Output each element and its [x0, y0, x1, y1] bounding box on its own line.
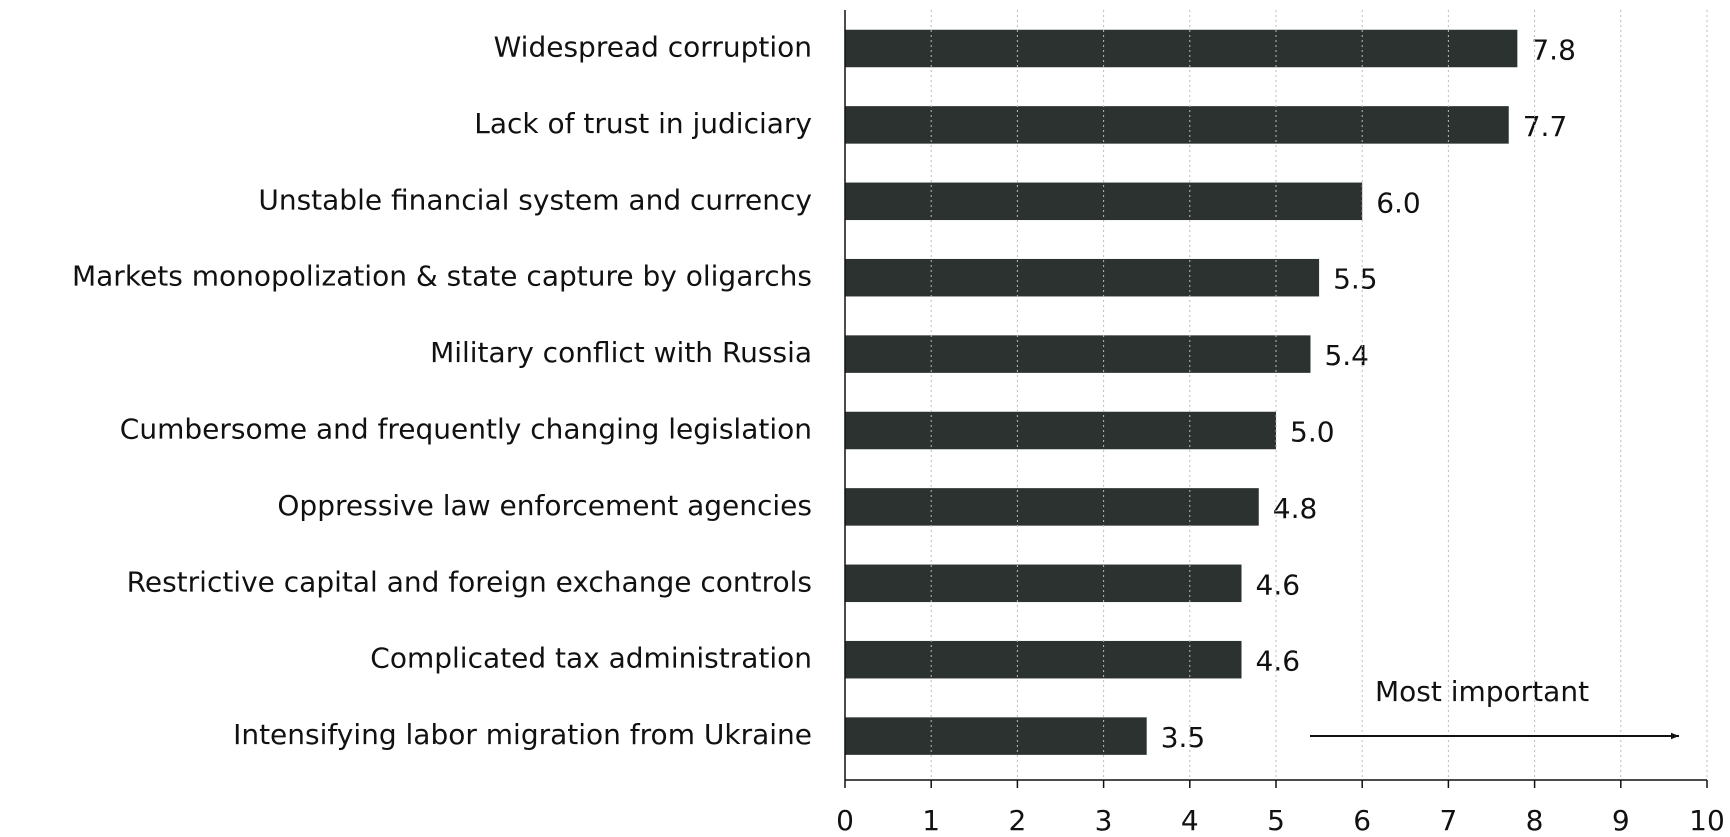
x-tick-label: 4: [1181, 804, 1199, 833]
x-tick-label: 2: [1008, 804, 1026, 833]
x-tick-label: 6: [1353, 804, 1371, 833]
value-label: 3.5: [1161, 721, 1206, 754]
y-tick-label: Markets monopolization & state capture b…: [72, 260, 812, 293]
bar: [845, 640, 1242, 679]
bar: [845, 106, 1509, 144]
y-tick-label: Military conflict with Russia: [430, 336, 812, 369]
y-tick-label: Unstable financial system and currency: [258, 183, 812, 216]
bar: [845, 411, 1276, 450]
y-tick-label: Cumbersome and frequently changing legis…: [120, 413, 812, 446]
x-tick-label: 3: [1095, 804, 1113, 833]
value-label: 7.8: [1531, 34, 1576, 67]
value-label: 5.5: [1333, 263, 1378, 296]
bar: [845, 29, 1518, 68]
value-label: 4.6: [1256, 568, 1301, 601]
y-tick-label: Restrictive capital and foreign exchange…: [127, 565, 812, 598]
x-tick-label: 0: [836, 804, 854, 833]
value-label: 6.0: [1376, 186, 1421, 219]
x-tick-label: 1: [922, 804, 940, 833]
bar: [845, 564, 1242, 603]
value-label: 4.6: [1256, 645, 1301, 678]
bar: [845, 717, 1147, 755]
value-label: 5.4: [1324, 339, 1369, 372]
y-tick-label: Widespread corruption: [494, 31, 812, 64]
bar: [845, 258, 1320, 297]
x-tick-label: 5: [1267, 804, 1285, 833]
bar: [845, 335, 1311, 373]
y-tick-label: Complicated tax administration: [370, 642, 812, 675]
value-label: 5.0: [1290, 416, 1335, 449]
value-label: 4.8: [1273, 492, 1318, 525]
x-tick-label: 10: [1689, 804, 1725, 833]
x-tick-label: 7: [1439, 804, 1457, 833]
value-label: 7.7: [1523, 110, 1568, 143]
y-tick-label: Lack of trust in judiciary: [474, 107, 812, 140]
bar: [845, 488, 1259, 526]
y-tick-label: Intensifying labor migration from Ukrain…: [233, 718, 812, 751]
x-tick-label: 9: [1612, 804, 1630, 833]
x-tick-label: 8: [1526, 804, 1544, 833]
y-tick-label: Oppressive law enforcement agencies: [277, 489, 812, 522]
annotation: Most important: [1375, 675, 1589, 708]
